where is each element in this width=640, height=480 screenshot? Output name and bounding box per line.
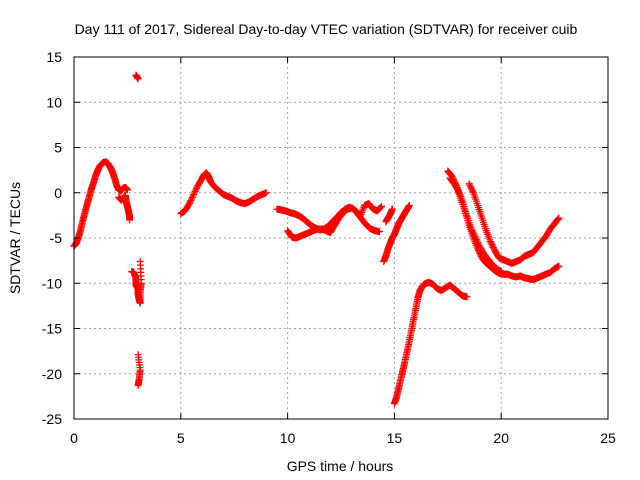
data-point — [555, 214, 563, 222]
series-arc6 — [380, 201, 413, 266]
y-tick-label: -15 — [42, 321, 62, 337]
data-point — [467, 225, 475, 233]
series-arc9 — [465, 180, 563, 267]
data-point — [186, 198, 194, 206]
y-tick-label: -10 — [42, 275, 62, 291]
data-point — [489, 244, 497, 252]
x-tick-label: 0 — [70, 430, 78, 446]
data-point — [405, 201, 413, 209]
series-arc10 — [446, 174, 505, 275]
y-tick-label: 0 — [54, 185, 62, 201]
data-point — [467, 183, 475, 191]
data-point — [554, 215, 562, 223]
data-point — [470, 231, 478, 239]
x-tick-label: 25 — [600, 430, 616, 446]
axis-ticks: 0 5 10 15 20 25 15 10 5 0 -5 -10 -15 -20 -25 — [42, 49, 616, 446]
series-arc8 — [444, 167, 563, 284]
series-arc6b — [382, 205, 396, 226]
data-point — [185, 200, 193, 208]
data-point — [472, 234, 480, 242]
x-tick-label: 15 — [387, 430, 403, 446]
data-point — [468, 186, 476, 194]
series-arc2 — [128, 258, 145, 307]
data-point — [487, 238, 495, 246]
data-point — [189, 192, 197, 200]
data-point — [191, 188, 199, 196]
data-point — [468, 226, 476, 234]
y-tick-label: 10 — [46, 94, 62, 110]
data-point — [375, 228, 383, 236]
data-point — [376, 204, 384, 212]
data-point — [187, 197, 195, 205]
data-point — [467, 184, 475, 192]
series-arc2-low — [134, 351, 144, 390]
x-tick-label: 10 — [280, 430, 296, 446]
data-point — [136, 258, 144, 266]
chart-title: Day 111 of 2017, Sidereal Day-to-day VTE… — [75, 21, 578, 37]
data-point — [192, 186, 200, 194]
data-point — [488, 241, 496, 249]
x-tick-label: 20 — [493, 430, 509, 446]
data-point — [134, 382, 142, 390]
data-point — [377, 203, 385, 211]
data-point — [123, 186, 131, 194]
data-point — [497, 267, 505, 275]
y-tick-label: 15 — [46, 49, 62, 65]
x-tick-label: 5 — [177, 430, 185, 446]
series-arc5 — [284, 200, 386, 242]
data-point — [489, 242, 497, 250]
data-point — [262, 189, 270, 197]
data-point — [190, 189, 198, 197]
data-point — [188, 194, 196, 202]
data-point — [378, 202, 386, 210]
data-point — [474, 239, 482, 247]
data-point — [466, 181, 474, 189]
data-point — [469, 229, 477, 237]
x-axis-label: GPS time / hours — [287, 458, 394, 474]
data-point — [454, 186, 462, 194]
y-tick-label: 5 — [54, 140, 62, 156]
series-arc7 — [390, 278, 471, 408]
data-point — [465, 180, 473, 188]
y-axis-label: SDTVAR / TECUs — [7, 182, 23, 294]
y-tick-label: -5 — [50, 230, 63, 246]
data-point — [469, 187, 477, 195]
data-point — [487, 239, 495, 247]
data-point — [474, 240, 482, 248]
data-point — [469, 228, 477, 236]
series-arc3 — [177, 169, 270, 218]
data-point — [187, 195, 195, 203]
data-point — [126, 216, 134, 224]
data-point — [472, 236, 480, 244]
series-arc2-outlier — [132, 71, 142, 83]
series-arc1-tail — [115, 191, 134, 224]
data-point — [134, 75, 142, 83]
data-point — [388, 205, 396, 213]
data-point — [192, 185, 200, 193]
y-tick-label: -20 — [42, 366, 62, 382]
data-points — [70, 71, 563, 408]
y-tick-label: -25 — [42, 411, 62, 427]
data-point — [463, 293, 471, 301]
series-arc1 — [70, 158, 131, 250]
data-point — [471, 232, 479, 240]
data-point — [555, 262, 563, 270]
grid-lines — [74, 57, 608, 419]
data-point — [473, 237, 481, 245]
data-point — [190, 191, 198, 199]
